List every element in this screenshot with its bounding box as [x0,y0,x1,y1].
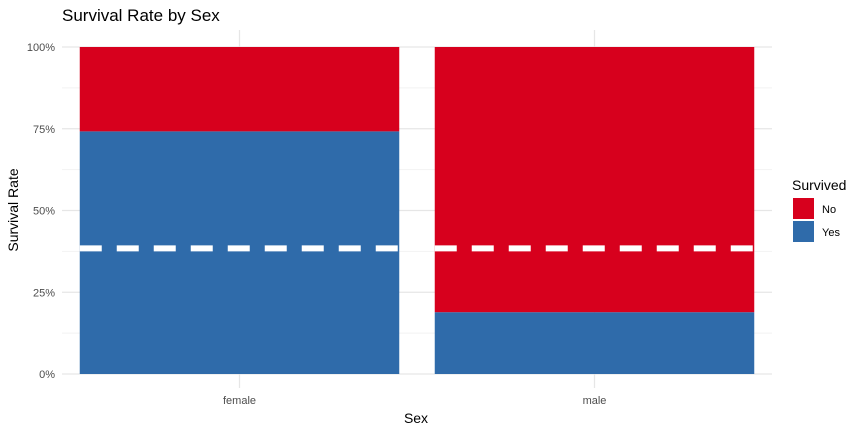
bar-female-yes [79,131,400,374]
bar-male-yes [434,312,755,374]
bar-male-no [434,47,755,313]
legend: Survived No Yes [792,177,846,242]
y-axis-label: Survival Rate [5,168,21,251]
chart-title: Survival Rate by Sex [62,6,220,25]
bar-female-no [79,47,400,132]
legend-key-yes [793,221,814,242]
legend-items: No Yes [793,198,840,242]
legend-label-yes: Yes [822,227,840,239]
bars-layer [79,47,755,374]
legend-label-no: No [822,204,836,216]
x-tick-label: female [223,395,256,407]
y-tick-labels: 0% 25% 50% 75% 100% [27,42,55,381]
x-tick-labels: female male [223,395,606,407]
y-tick-label: 100% [27,42,55,54]
legend-key-no [793,198,814,219]
x-axis-label: Sex [404,410,428,426]
y-tick-label: 25% [33,287,55,299]
y-tick-label: 50% [33,206,55,218]
x-tick-label: male [583,395,607,407]
y-tick-label: 0% [39,369,55,381]
legend-title: Survived [792,177,846,193]
y-tick-label: 75% [33,124,55,136]
